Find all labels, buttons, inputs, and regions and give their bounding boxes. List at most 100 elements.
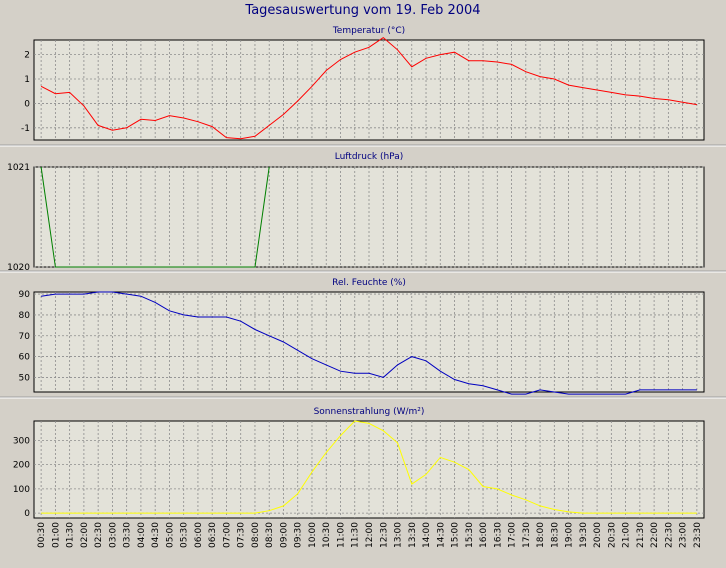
data-point (397, 364, 398, 365)
data-point (55, 93, 56, 94)
x-tick-label: 09:30 (294, 522, 304, 548)
data-point (425, 360, 426, 361)
data-point (311, 86, 312, 87)
data-point (169, 310, 170, 311)
data-point (69, 513, 70, 514)
data-point (254, 329, 255, 330)
data-point (297, 493, 298, 494)
data-point (668, 513, 669, 514)
series-line (41, 420, 697, 514)
x-tick-label: 20:00 (593, 522, 603, 548)
y-tick-label: 100 (13, 485, 30, 495)
x-tick-label: 13:30 (408, 522, 418, 548)
data-point (411, 484, 412, 485)
data-point (197, 121, 198, 122)
data-point (482, 486, 483, 487)
x-tick-label: 14:30 (436, 522, 446, 548)
data-point (254, 266, 255, 267)
y-tick-label: 1 (24, 75, 30, 85)
y-tick-label: 1021 (7, 163, 30, 173)
x-tick-label: 03:30 (123, 522, 133, 548)
data-point (411, 66, 412, 67)
x-tick-label: 05:30 (180, 522, 190, 548)
data-point (668, 389, 669, 390)
y-tick-label: 1020 (7, 263, 30, 273)
x-tick-label: 16:30 (493, 522, 503, 548)
data-point (611, 92, 612, 93)
data-point (41, 513, 42, 514)
data-point (269, 510, 270, 511)
data-point (383, 377, 384, 378)
data-point (368, 373, 369, 374)
x-tick-label: 06:00 (194, 522, 204, 548)
data-point (696, 389, 697, 390)
data-point (326, 452, 327, 453)
series-line (40, 166, 270, 268)
y-tick-label: 200 (13, 461, 30, 471)
data-point (197, 513, 198, 514)
data-point (226, 513, 227, 514)
data-point (240, 321, 241, 322)
data-point (98, 291, 99, 292)
x-tick-label: 05:00 (165, 522, 175, 548)
series-line (41, 291, 697, 395)
x-tick-label: 15:30 (465, 522, 475, 548)
data-point (597, 513, 598, 514)
x-tick-label: 04:00 (137, 522, 147, 548)
data-point (212, 513, 213, 514)
x-tick-label: 17:00 (508, 522, 518, 548)
data-point (155, 302, 156, 303)
data-point (611, 513, 612, 514)
data-point (654, 513, 655, 514)
data-point (554, 391, 555, 392)
x-tick-label: 21:00 (622, 522, 632, 548)
data-point (240, 513, 241, 514)
y-tick-label: 90 (19, 290, 31, 300)
x-tick-label: 14:00 (422, 522, 432, 548)
data-point (140, 296, 141, 297)
data-point (83, 105, 84, 106)
data-point (568, 511, 569, 512)
x-tick-label: 06:30 (208, 522, 218, 548)
panel-title: Temperatur (°C) (332, 26, 405, 36)
x-tick-label: 04:30 (151, 522, 161, 548)
data-point (397, 49, 398, 50)
x-tick-label: 07:00 (222, 522, 232, 548)
x-tick-label: 21:30 (636, 522, 646, 548)
x-tick-label: 03:00 (108, 522, 118, 548)
x-tick-label: 08:30 (265, 522, 275, 548)
data-point (582, 87, 583, 88)
data-point (468, 60, 469, 61)
data-point (639, 389, 640, 390)
data-point (597, 89, 598, 90)
x-tick-label: 22:00 (650, 522, 660, 548)
y-tick-label: 60 (19, 353, 31, 363)
data-point (69, 294, 70, 295)
x-tick-label: 19:30 (579, 522, 589, 548)
panel-title: Luftdruck (hPa) (335, 152, 404, 162)
x-tick-label: 01:00 (51, 522, 61, 548)
data-point (668, 99, 669, 100)
data-point (340, 59, 341, 60)
x-tick-label: 09:00 (280, 522, 290, 548)
data-point (525, 394, 526, 395)
data-point (383, 430, 384, 431)
data-point (682, 102, 683, 103)
x-tick-label: 07:30 (237, 522, 247, 548)
data-point (497, 61, 498, 62)
data-point (497, 488, 498, 489)
data-point (340, 371, 341, 372)
data-point (682, 389, 683, 390)
data-point (41, 296, 42, 297)
data-point (155, 513, 156, 514)
data-point (368, 423, 369, 424)
data-point (311, 358, 312, 359)
data-point (540, 389, 541, 390)
x-tick-label: 22:30 (664, 522, 674, 548)
data-point (368, 47, 369, 48)
x-tick-label: 11:00 (337, 522, 347, 548)
data-point (126, 294, 127, 295)
data-point (454, 379, 455, 380)
y-tick-label: -1 (21, 124, 30, 134)
